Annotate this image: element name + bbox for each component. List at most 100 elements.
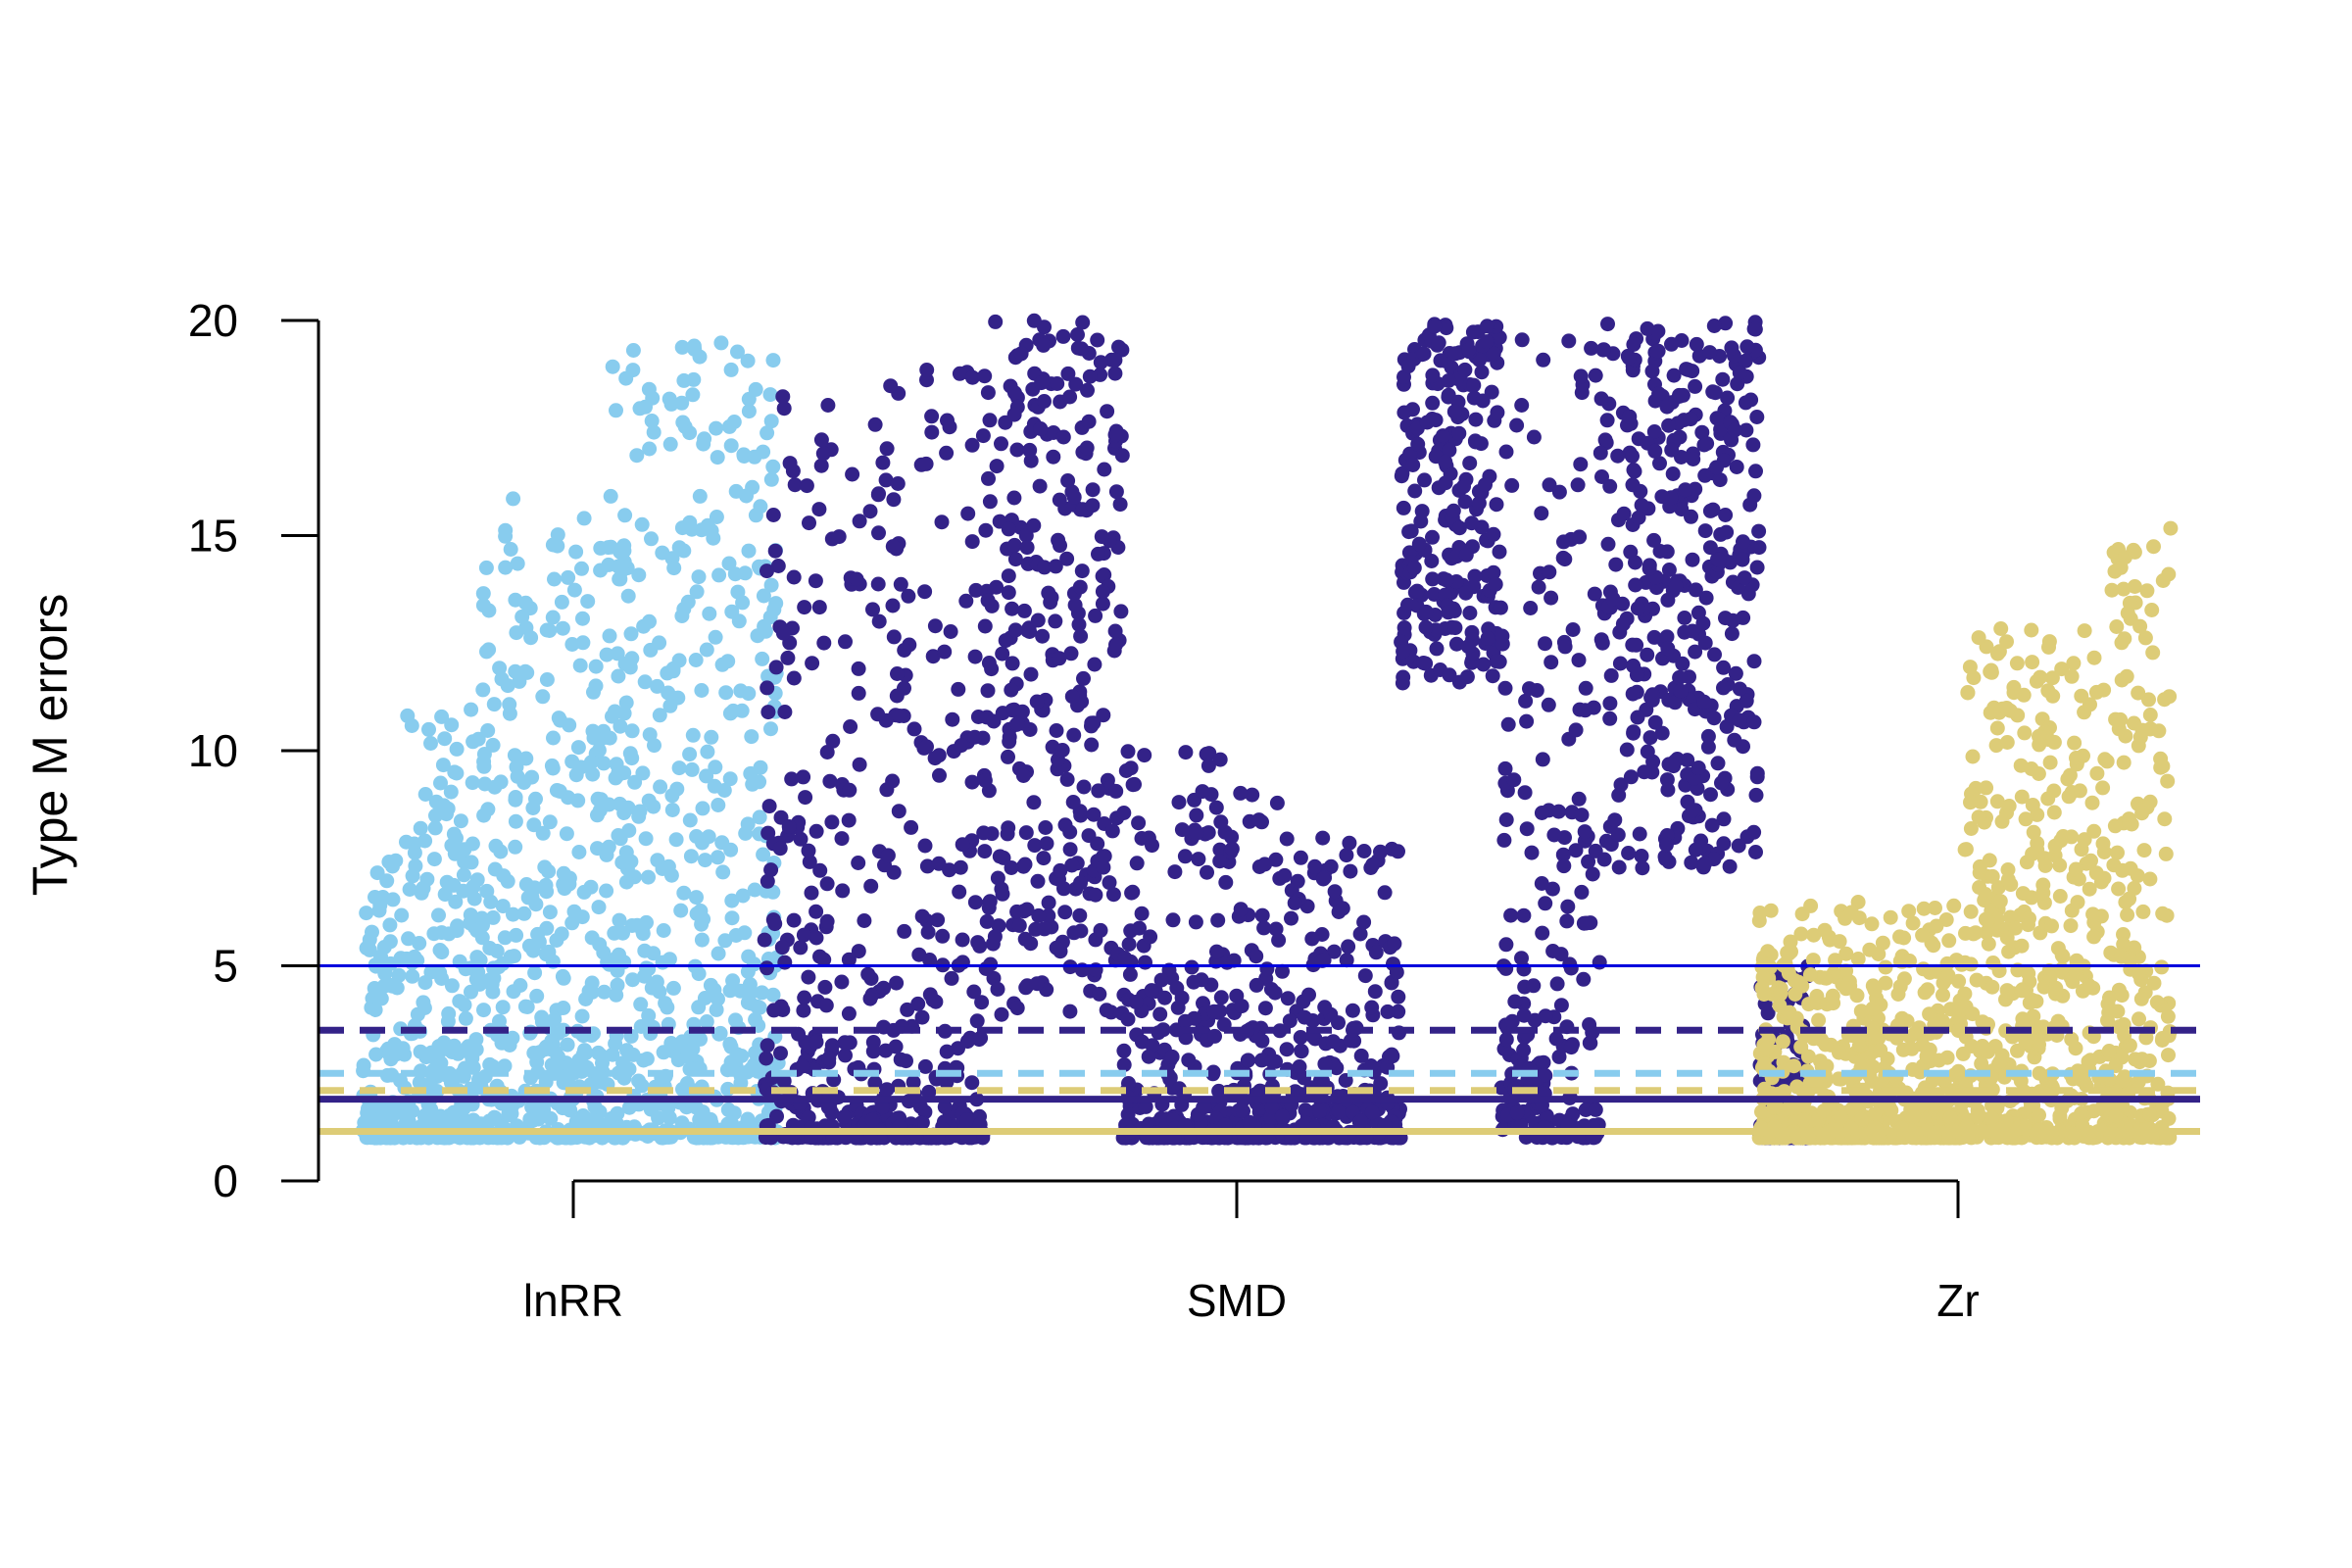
data-point-lnrr: [416, 995, 431, 1010]
data-point-zr: [2160, 773, 2176, 789]
data-point-lnrr: [518, 751, 534, 766]
data-point-smd: [1660, 782, 1676, 798]
data-point-smd: [1526, 429, 1542, 445]
data-point-lnrr: [726, 415, 742, 429]
data-point-smd: [1727, 422, 1742, 438]
data-point-lnrr: [706, 530, 721, 546]
data-point-smd: [1683, 412, 1698, 427]
data-point-smd: [1749, 769, 1765, 785]
data-point-lnrr: [662, 1110, 677, 1126]
data-point-smd: [1715, 371, 1731, 387]
data-point-smd: [1498, 812, 1514, 827]
data-point-smd: [994, 1006, 1009, 1022]
data-point-smd: [1207, 1028, 1222, 1044]
data-point-zr: [1984, 868, 2000, 884]
data-point-zr: [1957, 842, 1973, 858]
data-point-smd: [1732, 365, 1747, 380]
data-point-zr: [1940, 967, 1956, 983]
data-point-zr: [1963, 904, 1979, 919]
data-point-lnrr: [756, 588, 771, 604]
data-point-smd: [925, 992, 941, 1007]
data-point-lnrr: [601, 557, 616, 572]
data-point-lnrr: [711, 567, 727, 583]
data-point-smd: [1486, 346, 1501, 362]
data-point-smd: [784, 771, 800, 787]
data-point-lnrr: [747, 882, 762, 898]
data-point-smd: [841, 812, 857, 828]
data-point-lnrr: [489, 944, 505, 958]
data-point-smd: [1602, 478, 1618, 494]
data-point-smd: [767, 543, 783, 559]
data-point-smd: [834, 831, 850, 847]
data-point-smd: [886, 1022, 902, 1038]
data-point-smd: [1702, 345, 1718, 361]
data-point-smd: [808, 1034, 824, 1050]
data-point-smd: [994, 436, 1008, 452]
data-point-smd: [1342, 835, 1357, 851]
data-point-zr: [2025, 655, 2040, 670]
data-point-lnrr: [652, 708, 667, 723]
data-point-zr: [1873, 1043, 1888, 1058]
data-point-smd: [1724, 340, 1740, 356]
data-point-smd: [1654, 725, 1670, 741]
data-point-smd: [1667, 695, 1683, 710]
data-point-smd: [1573, 368, 1589, 384]
data-point-zr: [2014, 983, 2030, 999]
data-point-smd: [1749, 560, 1765, 575]
data-point-lnrr: [583, 879, 599, 895]
data-point-smd: [1504, 477, 1520, 493]
data-point-zr: [2142, 708, 2158, 722]
data-point-smd: [1026, 795, 1042, 810]
data-point-smd: [1534, 876, 1549, 891]
data-point-smd: [917, 584, 933, 600]
data-point-lnrr: [485, 909, 501, 925]
data-point-lnrr: [591, 743, 607, 758]
data-point-smd: [1177, 1013, 1193, 1029]
data-point-smd: [1137, 748, 1152, 763]
data-point-smd: [1396, 644, 1411, 660]
data-point-smd: [1615, 616, 1631, 632]
data-point-lnrr: [507, 748, 522, 763]
data-point-smd: [1326, 944, 1342, 959]
data-point-zr: [2048, 980, 2064, 996]
data-point-smd: [977, 618, 993, 634]
data-point-lnrr: [413, 820, 428, 836]
data-point-smd: [1269, 795, 1285, 810]
data-point-smd: [1588, 368, 1603, 383]
data-point-zr: [1805, 953, 1821, 968]
data-point-lnrr: [610, 977, 625, 993]
data-point-smd: [1391, 844, 1405, 859]
data-point-smd: [759, 1051, 774, 1066]
data-point-lnrr: [481, 603, 497, 618]
data-point-smd: [1001, 521, 1016, 537]
data-point-lnrr: [747, 449, 762, 465]
data-point-lnrr: [610, 646, 625, 662]
data-point-smd: [1594, 469, 1609, 484]
data-point-smd: [802, 854, 817, 869]
data-point-smd: [1534, 506, 1549, 521]
data-point-zr: [2108, 1058, 2124, 1074]
data-point-smd: [1602, 710, 1618, 726]
data-point-zr: [2084, 795, 2100, 810]
data-point-smd: [802, 515, 816, 531]
data-point-smd: [852, 757, 867, 772]
data-point-lnrr: [546, 730, 561, 746]
data-point-lnrr: [571, 1053, 587, 1068]
data-point-smd: [1700, 728, 1716, 744]
data-point-lnrr: [550, 527, 565, 543]
data-point-zr: [1999, 735, 2015, 750]
data-point-smd: [1632, 826, 1647, 842]
data-point-lnrr: [625, 363, 641, 378]
data-point-lnrr: [556, 865, 571, 881]
data-point-smd: [1565, 622, 1581, 637]
data-point-zr: [2116, 937, 2132, 952]
data-point-zr: [1970, 1108, 1985, 1124]
data-point-lnrr: [435, 758, 451, 773]
data-point-zr: [1854, 1111, 1869, 1127]
data-point-lnrr: [444, 978, 460, 994]
data-point-lnrr: [609, 403, 623, 418]
data-point-lnrr: [683, 849, 699, 864]
data-point-lnrr: [688, 653, 704, 667]
data-point-smd: [1480, 318, 1494, 334]
data-point-smd: [1559, 913, 1575, 929]
